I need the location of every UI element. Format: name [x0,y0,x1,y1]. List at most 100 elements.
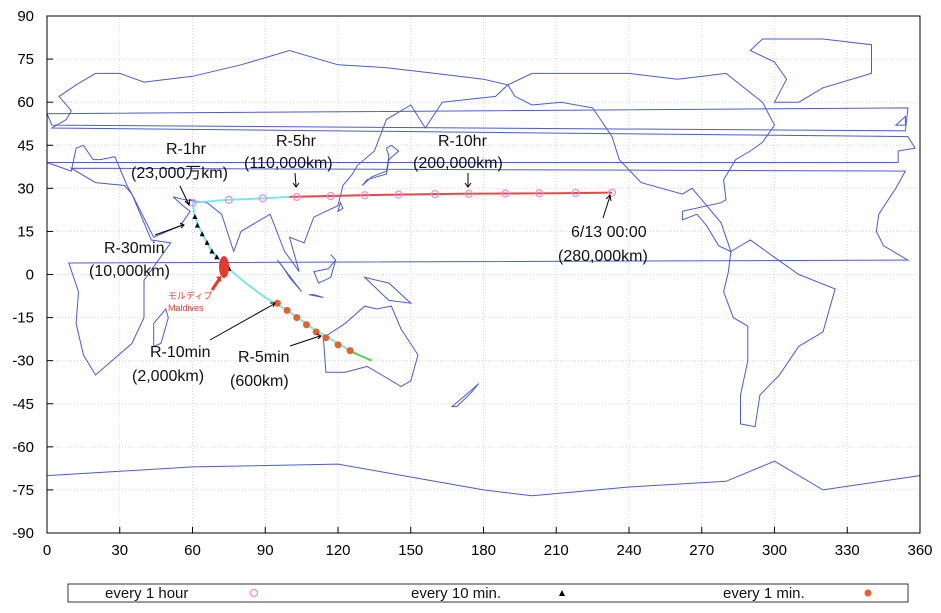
hourly-point [607,188,617,197]
one-minute-point [293,314,301,322]
legend-label-1min: every 1 min. [723,585,805,602]
hourly-point [360,191,369,200]
y-tick-label: 45 [17,137,34,154]
coastline-path [337,201,344,213]
track-segment [352,351,373,362]
grid-lines [46,15,921,534]
ten-minute-point [199,231,205,237]
hourly-point [394,190,403,199]
legend: every 1 hour every 10 min. every 1 min. [67,583,909,603]
annotations: R-1hr (23,000万km) R-5hr (110,000km) R-10… [89,133,648,390]
hourly-point [292,192,301,202]
x-tick-label: 270 [689,542,714,559]
one-minute-point [283,306,291,314]
x-tick-label: 30 [111,542,128,559]
x-tick-label: 300 [762,542,787,559]
hourly-point [501,189,510,198]
x-tick-label: 0 [43,542,51,559]
hourly-point [535,189,544,198]
coastline-path [46,460,921,534]
one-minute-point [302,321,310,329]
maldives-marker [219,256,229,278]
hourly-point [430,189,440,199]
y-tick-label: -45 [12,396,34,413]
y-tick-label: 75 [17,51,34,68]
hourly-point [224,195,233,204]
coastline-path [363,276,413,304]
legend-box [67,583,909,603]
coastline-path [894,115,906,126]
annotation-end-distance: (280,000km) [558,248,648,265]
annotation-r-10hr-label: R-10hr [438,133,488,150]
y-tick-label: 30 [17,180,34,197]
legend-marker-1min [864,589,872,597]
x-tick-label: 210 [544,542,569,559]
coastline-path [723,239,836,428]
one-minute-point [273,299,281,307]
x-tick-label: 60 [184,542,201,559]
coastline-path [322,305,419,388]
ten-minute-point [192,214,198,220]
legend-marker-hourly [249,588,259,598]
coastline-path [507,72,776,253]
annotation-r-5hr-distance: (110,000km) [244,155,333,172]
x-tick-label: 360 [907,542,932,559]
ten-minute-point [204,239,210,245]
y-tick-label: -60 [12,439,34,456]
annotation-r-5hr-label: R-5hr [276,133,317,150]
y-tick-label: -15 [12,310,34,327]
annotation-maldives-en: Maldives [168,303,204,313]
annotation-r-10hr-distance: (200,000km) [413,155,503,172]
coastline-path [68,167,910,376]
one-minute-point [322,334,330,342]
one-minute-point [312,328,320,336]
legend-marker-10min [559,590,565,596]
one-minute-point [334,341,342,349]
track-segment [289,191,613,198]
ten-minute-point [209,248,215,254]
y-tick-label: 15 [17,223,34,240]
legend-label-10min: every 10 min. [411,585,501,602]
annotation-r-10min-distance: (2,000km) [132,368,204,385]
axes [46,15,921,534]
annotation-maldives-jp: モルディブ [168,290,212,301]
annotation-arrows [154,172,612,347]
ten-minute-point [214,254,220,260]
track-segment [192,195,290,204]
x-tick-label: 240 [616,542,641,559]
annotation-r-10min-label: R-10min [150,344,210,361]
y-tick-label: -75 [12,482,34,499]
x-tick-label: 150 [398,542,423,559]
maldives-arrowhead [216,276,221,282]
annotation-end-time: 6/13 00:00 [571,224,647,241]
y-tick-label: 90 [17,8,34,25]
coastline-path [308,294,324,298]
y-tick-label: 0 [26,267,34,284]
annotation-r-1hr-label: R-1hr [166,141,207,158]
y-tick-label: 60 [17,94,34,111]
x-tick-label: 180 [471,542,496,559]
coastline-path [450,383,480,408]
x-tick-label: 330 [835,542,860,559]
plot-frame [46,15,921,534]
coastline-path [153,307,169,348]
annotation-r-1hr-distance: (23,000万km) [131,165,228,182]
maldives-arrow [210,277,222,291]
coastline-path [313,254,337,284]
coastline-path [749,38,872,103]
annotation-r-30min-distance: (10,000km) [89,263,170,280]
annotation-r-30min-label: R-30min [104,240,164,257]
x-tick-label: 120 [325,542,350,559]
one-minute-point [346,347,354,355]
trajectory-tracks [191,191,613,362]
tick-labels: 0 30 60 90 120 150 180 210 240 270 300 330 360907560… [12,8,932,559]
y-tick-label: -30 [12,353,34,370]
hourly-point [464,189,474,198]
hourly-point [571,188,580,198]
y-tick-label: -90 [12,525,34,542]
legend-label-hourly: every 1 hour [105,585,188,602]
ten-minute-point [194,222,200,228]
coastline-path [46,107,909,132]
coastline-path [277,259,302,293]
